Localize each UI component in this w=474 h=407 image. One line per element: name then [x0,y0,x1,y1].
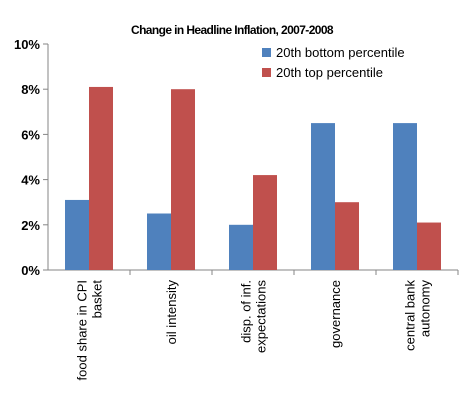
bar-top-percentile [171,89,195,270]
x-category-label: disp. of inf.expectations [239,280,269,353]
y-tick-label: 8% [21,82,40,97]
x-category-label: governance [328,280,343,348]
bar-top-percentile [253,175,277,270]
y-tick-label: 6% [21,127,40,142]
legend-swatch [262,68,271,77]
x-category-label: food share in CPIbasket [75,280,105,381]
y-tick-label: 2% [21,218,40,233]
bar-top-percentile [417,222,441,270]
bar-bottom-percentile [393,123,417,270]
bar-top-percentile [89,86,113,270]
bar-top-percentile [335,202,359,270]
plot-area: 0% 2% 4% 6% 8% 10% food share in CPIbasket oil … [14,37,459,381]
bar-bottom-percentile [229,224,253,270]
legend-label: 20th bottom percentile [276,45,405,60]
legend: 20th bottom percentile 20th top percentil… [262,45,405,80]
y-tick-label: 4% [21,173,40,188]
y-tick-label: 10% [14,37,40,52]
x-category-label: central bankautonomy [403,280,433,351]
bar-bottom-percentile [147,213,171,270]
legend-label: 20th top percentile [276,65,383,80]
chart-title: Change in Headline Inflation, 2007-2008 [131,23,334,37]
x-category-label: oil intensity [164,280,179,345]
y-tick-label: 0% [21,263,40,278]
bar-bottom-percentile [65,199,89,270]
bar-bottom-percentile [311,123,335,270]
legend-swatch [262,48,271,57]
